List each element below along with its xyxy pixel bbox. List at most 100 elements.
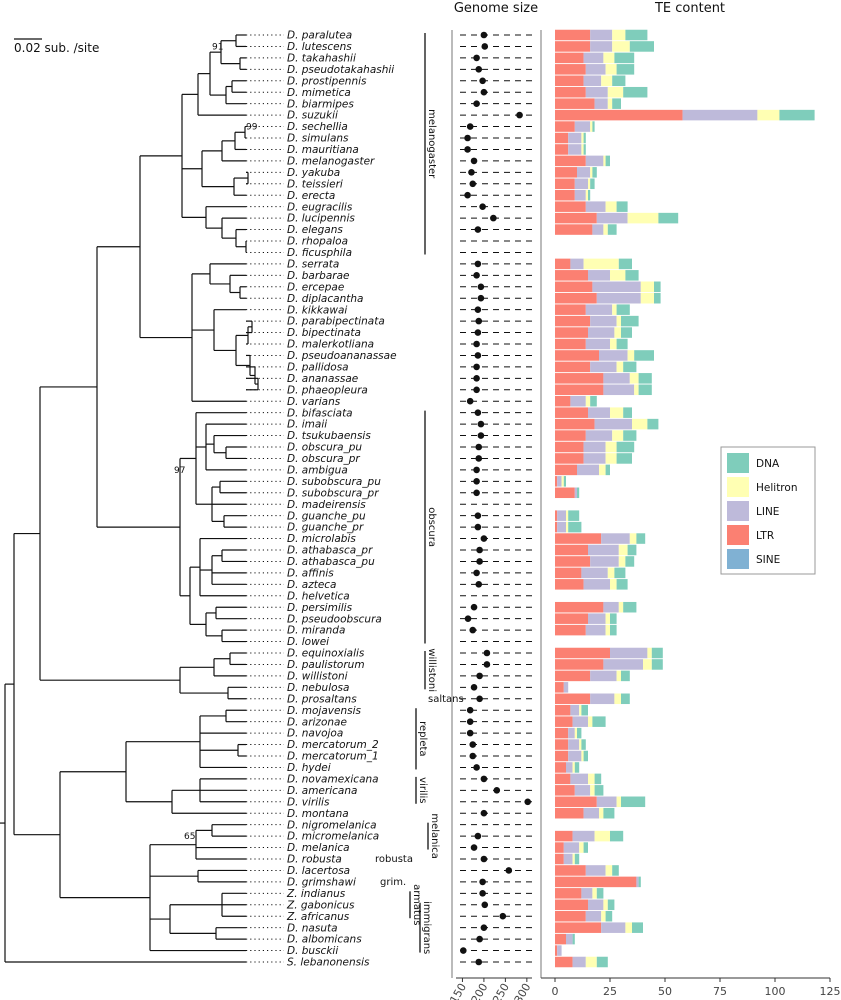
te-bar-helitron xyxy=(618,556,626,567)
te-bar-ltr xyxy=(555,178,575,190)
te-bar-dna xyxy=(616,453,632,464)
te-bar-line xyxy=(590,361,617,373)
species-label: D. mimetica xyxy=(287,87,351,99)
te-bar-line xyxy=(583,807,599,819)
species-label: D. helvetica xyxy=(287,590,350,602)
te-bar-ltr xyxy=(555,121,575,132)
te-bar-ltr xyxy=(555,373,604,384)
te-bar-helitron xyxy=(605,453,617,464)
genome-size-point xyxy=(475,958,483,966)
te-bar-helitron xyxy=(616,315,621,327)
genome-size-point xyxy=(475,66,483,73)
te-bar-line xyxy=(603,601,619,613)
te-bar-line xyxy=(585,910,602,922)
te-bar-line xyxy=(585,201,606,212)
te-bar-helitron xyxy=(603,224,608,235)
te-bar-dna xyxy=(651,659,663,670)
species-label: D. ficusphila xyxy=(287,247,352,259)
genome-size-point xyxy=(473,478,480,485)
te-bar-dna xyxy=(610,624,617,636)
te-bar-line xyxy=(563,682,569,693)
te-bar-ltr xyxy=(555,315,591,327)
te-bar-helitron xyxy=(616,670,621,682)
species-label: D. navojoa xyxy=(287,728,343,740)
te-bar-line xyxy=(596,796,617,808)
te-bar-ltr xyxy=(555,407,588,418)
te-bar-line xyxy=(563,853,573,865)
te-bar-helitron xyxy=(629,373,639,384)
genome-size-point xyxy=(477,432,485,439)
legend-swatch xyxy=(727,525,749,545)
species-label: D. mojavensis xyxy=(287,705,361,717)
genome-size-point xyxy=(466,123,474,130)
te-bar-ltr xyxy=(555,292,597,304)
te-bar-line xyxy=(568,739,580,750)
genome-size-point xyxy=(474,260,482,268)
te-bar-helitron xyxy=(601,75,613,87)
te-bar-line xyxy=(557,521,566,533)
clade-label: melanica xyxy=(429,813,440,859)
species-label: Z. africanus xyxy=(286,911,350,923)
species-label: D. obscura_pr xyxy=(287,453,360,465)
te-bar-ltr xyxy=(555,842,564,853)
te-bar-line xyxy=(583,75,602,87)
te-bar-dna xyxy=(605,464,610,476)
te-bar-helitron xyxy=(612,29,626,41)
te-bar-ltr xyxy=(555,899,588,911)
te-bar-dna xyxy=(577,487,580,499)
te-bar-helitron xyxy=(607,98,613,109)
species-label: D. novamexicana xyxy=(287,773,379,785)
te-bar-line xyxy=(588,544,619,556)
genome-size-point xyxy=(479,878,486,886)
te-bar-ltr xyxy=(555,441,584,453)
genome-size-point xyxy=(466,729,474,737)
te-bar-ltr xyxy=(555,533,602,544)
species-label: D. serrata xyxy=(287,258,339,270)
te-bar-ltr xyxy=(555,830,573,842)
species-label: S. lebanonensis xyxy=(287,957,370,969)
te-bar-ltr xyxy=(555,464,577,476)
species-label: D. pseudotakahashii xyxy=(287,64,394,76)
te-bar-dna xyxy=(621,670,630,682)
genome-size-point xyxy=(483,661,491,668)
te-bar-helitron xyxy=(590,121,593,132)
te-bar-ltr xyxy=(555,132,569,144)
genome-size-point xyxy=(470,844,478,851)
te-bar-helitron xyxy=(579,704,582,716)
genome-size-point xyxy=(475,455,483,462)
te-bar-line xyxy=(599,350,628,361)
genome-size-point xyxy=(474,409,482,416)
te-bar-line xyxy=(572,830,595,842)
genome-size-point xyxy=(475,317,483,325)
te-bar-ltr xyxy=(555,327,588,338)
species-label: D. melanogaster xyxy=(287,155,375,167)
te-bar-dna xyxy=(621,796,646,808)
te-bar-dna xyxy=(636,533,646,544)
te-bar-line xyxy=(557,510,566,521)
genome-size-point xyxy=(470,684,478,691)
te-bar-ltr xyxy=(555,430,586,441)
te-bar-ltr xyxy=(555,189,575,201)
species-label: D. tsukubaensis xyxy=(287,430,371,442)
te-bar-dna xyxy=(592,167,597,178)
genome-size-point xyxy=(473,386,480,394)
te-bar-ltr xyxy=(555,224,593,235)
species-label: D. barbarae xyxy=(287,270,350,282)
te-bar-line xyxy=(574,189,586,201)
te-bar-line xyxy=(603,384,635,396)
genome-size-point xyxy=(474,329,482,336)
te-bar-dna xyxy=(614,567,626,579)
te-bar-line xyxy=(592,281,641,293)
te-bar-helitron xyxy=(601,910,606,922)
te-bar-line xyxy=(594,98,608,109)
te-bar-ltr xyxy=(555,281,593,293)
te-bar-helitron xyxy=(640,281,654,293)
species-label: D. bipectinata xyxy=(287,327,361,339)
te-bar-helitron xyxy=(603,155,606,167)
te-bar-ltr xyxy=(555,556,591,567)
genome-size-point xyxy=(459,947,467,954)
species-label: D. varians xyxy=(287,396,341,408)
te-bar-ltr xyxy=(555,933,566,945)
genome-tick-label: 250 xyxy=(490,981,512,1000)
te-bar-helitron xyxy=(612,41,630,52)
